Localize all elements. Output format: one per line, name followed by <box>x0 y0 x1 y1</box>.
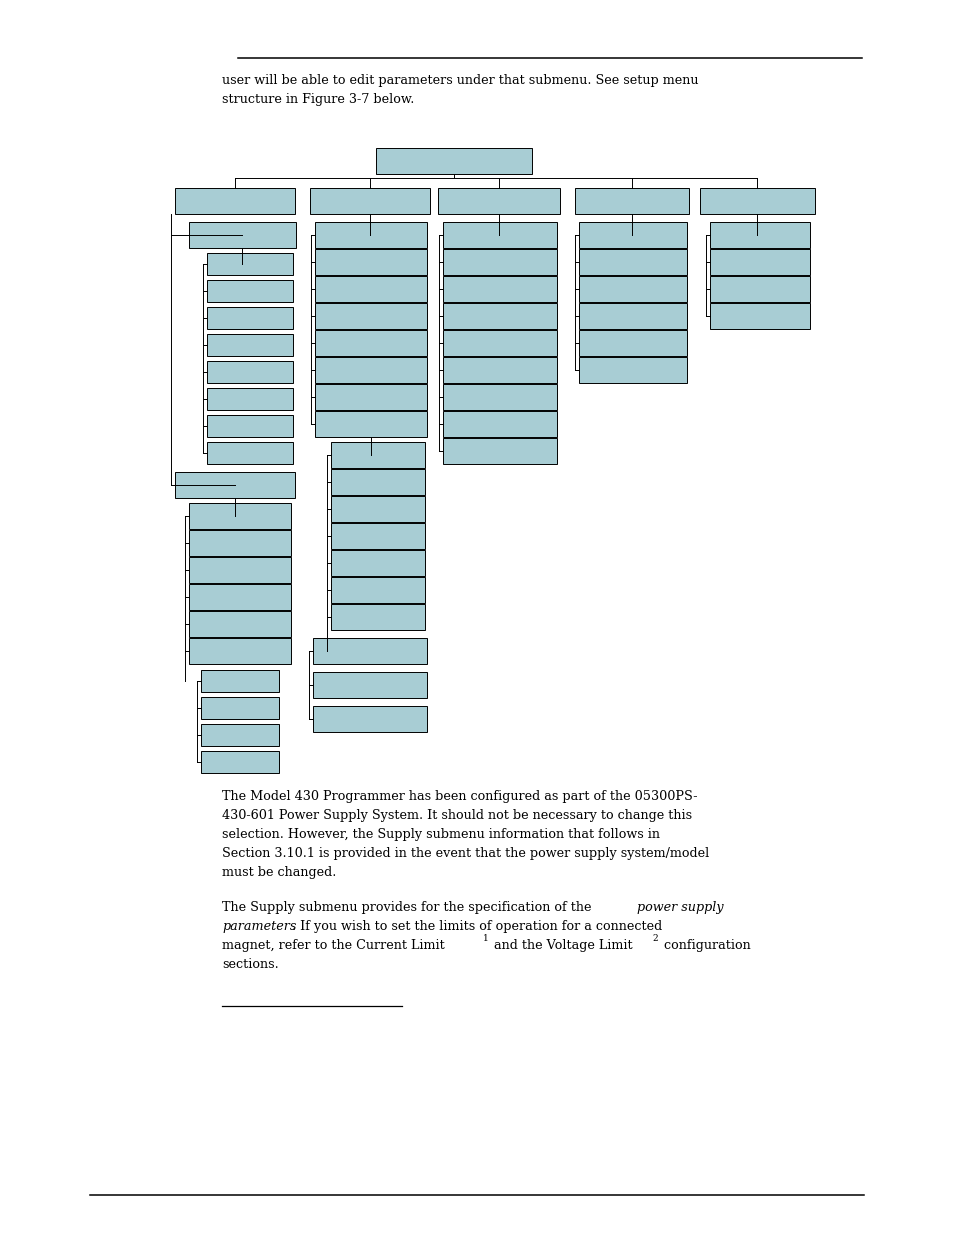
FancyBboxPatch shape <box>442 303 557 329</box>
FancyBboxPatch shape <box>314 357 427 383</box>
FancyBboxPatch shape <box>331 577 424 603</box>
FancyBboxPatch shape <box>310 188 430 214</box>
Text: The Model 430 Programmer has been configured as part of the 05300PS-: The Model 430 Programmer has been config… <box>222 790 697 803</box>
FancyBboxPatch shape <box>189 503 291 529</box>
FancyBboxPatch shape <box>437 188 559 214</box>
Text: 2: 2 <box>651 934 657 944</box>
FancyBboxPatch shape <box>578 222 686 248</box>
FancyBboxPatch shape <box>201 724 278 746</box>
Text: structure in Figure 3-7 below.: structure in Figure 3-7 below. <box>222 93 414 106</box>
Text: parameters: parameters <box>222 920 296 932</box>
Text: and the Voltage Limit: and the Voltage Limit <box>490 939 632 952</box>
FancyBboxPatch shape <box>442 275 557 303</box>
FancyBboxPatch shape <box>207 415 293 437</box>
FancyBboxPatch shape <box>578 303 686 329</box>
FancyBboxPatch shape <box>442 411 557 437</box>
Text: sections.: sections. <box>222 958 278 971</box>
FancyBboxPatch shape <box>709 275 809 303</box>
FancyBboxPatch shape <box>442 438 557 464</box>
FancyBboxPatch shape <box>189 638 291 664</box>
FancyBboxPatch shape <box>313 638 427 664</box>
FancyBboxPatch shape <box>207 333 293 356</box>
FancyBboxPatch shape <box>207 308 293 329</box>
FancyBboxPatch shape <box>375 148 532 174</box>
FancyBboxPatch shape <box>578 275 686 303</box>
FancyBboxPatch shape <box>442 222 557 248</box>
FancyBboxPatch shape <box>442 330 557 356</box>
FancyBboxPatch shape <box>314 411 427 437</box>
FancyBboxPatch shape <box>331 550 424 576</box>
FancyBboxPatch shape <box>442 357 557 383</box>
FancyBboxPatch shape <box>709 249 809 275</box>
Text: configuration: configuration <box>659 939 750 952</box>
Text: . If you wish to set the limits of operation for a connected: . If you wish to set the limits of opera… <box>292 920 661 932</box>
FancyBboxPatch shape <box>201 751 278 773</box>
FancyBboxPatch shape <box>314 384 427 410</box>
Text: The Supply submenu provides for the specification of the: The Supply submenu provides for the spec… <box>222 902 595 914</box>
FancyBboxPatch shape <box>174 188 294 214</box>
FancyBboxPatch shape <box>201 671 278 692</box>
Text: 430-601 Power Supply System. It should not be necessary to change this: 430-601 Power Supply System. It should n… <box>222 809 691 823</box>
FancyBboxPatch shape <box>709 303 809 329</box>
FancyBboxPatch shape <box>189 584 291 610</box>
Text: selection. However, the Supply submenu information that follows in: selection. However, the Supply submenu i… <box>222 827 659 841</box>
FancyBboxPatch shape <box>578 249 686 275</box>
FancyBboxPatch shape <box>442 384 557 410</box>
FancyBboxPatch shape <box>331 604 424 630</box>
FancyBboxPatch shape <box>207 442 293 464</box>
FancyBboxPatch shape <box>331 469 424 495</box>
Text: Section 3.10.1 is provided in the event that the power supply system/model: Section 3.10.1 is provided in the event … <box>222 847 708 860</box>
FancyBboxPatch shape <box>207 280 293 303</box>
FancyBboxPatch shape <box>331 496 424 522</box>
FancyBboxPatch shape <box>313 672 427 698</box>
FancyBboxPatch shape <box>575 188 688 214</box>
FancyBboxPatch shape <box>709 222 809 248</box>
FancyBboxPatch shape <box>189 530 291 556</box>
FancyBboxPatch shape <box>313 706 427 732</box>
FancyBboxPatch shape <box>174 472 294 498</box>
FancyBboxPatch shape <box>331 522 424 550</box>
FancyBboxPatch shape <box>207 388 293 410</box>
Text: magnet, refer to the Current Limit: magnet, refer to the Current Limit <box>222 939 444 952</box>
FancyBboxPatch shape <box>201 697 278 719</box>
FancyBboxPatch shape <box>442 249 557 275</box>
FancyBboxPatch shape <box>314 222 427 248</box>
FancyBboxPatch shape <box>189 611 291 637</box>
FancyBboxPatch shape <box>189 222 295 248</box>
FancyBboxPatch shape <box>314 249 427 275</box>
FancyBboxPatch shape <box>314 330 427 356</box>
FancyBboxPatch shape <box>578 357 686 383</box>
FancyBboxPatch shape <box>207 253 293 275</box>
FancyBboxPatch shape <box>331 442 424 468</box>
FancyBboxPatch shape <box>189 557 291 583</box>
FancyBboxPatch shape <box>578 330 686 356</box>
Text: 1: 1 <box>482 934 488 944</box>
Text: must be changed.: must be changed. <box>222 866 336 879</box>
FancyBboxPatch shape <box>207 361 293 383</box>
Text: power supply: power supply <box>637 902 723 914</box>
FancyBboxPatch shape <box>314 303 427 329</box>
FancyBboxPatch shape <box>700 188 814 214</box>
Text: user will be able to edit parameters under that submenu. See setup menu: user will be able to edit parameters und… <box>222 74 698 86</box>
FancyBboxPatch shape <box>314 275 427 303</box>
